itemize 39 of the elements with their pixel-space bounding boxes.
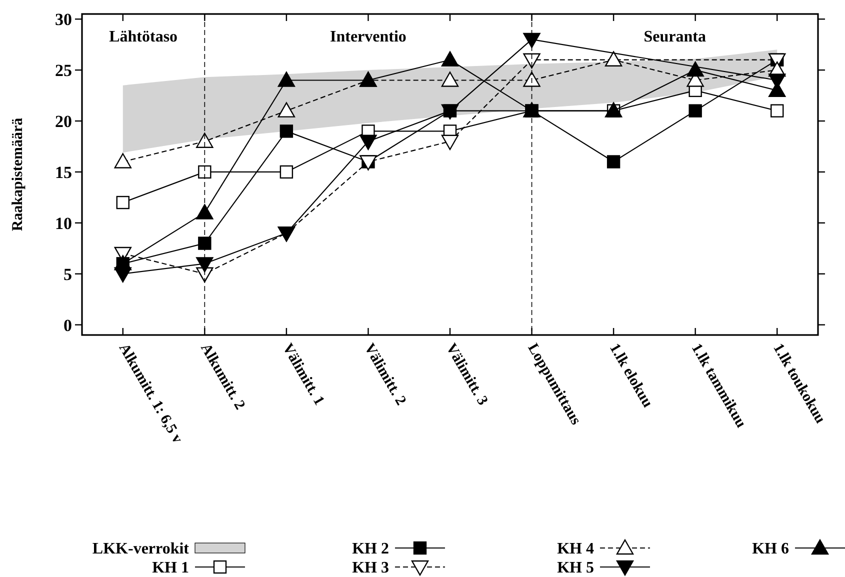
point xyxy=(196,257,214,272)
legend-label: KH 6 xyxy=(752,540,789,558)
annotation: Interventio xyxy=(330,28,406,46)
point xyxy=(278,102,296,118)
point xyxy=(523,72,540,87)
y-axis-title: Raakapistemäärä xyxy=(10,117,26,232)
point xyxy=(196,204,214,220)
y-tick-label: 10 xyxy=(55,214,72,233)
point xyxy=(686,61,704,77)
point xyxy=(198,236,212,250)
point xyxy=(604,51,622,66)
annotation: Lähtötaso xyxy=(109,28,178,46)
point xyxy=(198,165,212,179)
annotation: Seuranta xyxy=(644,28,706,46)
y-tick-label: 5 xyxy=(64,264,72,284)
legend-label: KH 5 xyxy=(557,560,594,577)
point xyxy=(116,196,130,210)
legend-label: KH 1 xyxy=(152,560,189,577)
point xyxy=(196,132,214,148)
y-tick-label: 20 xyxy=(55,112,72,131)
point xyxy=(280,124,294,138)
y-tick-label: 0 xyxy=(64,316,72,335)
point xyxy=(523,53,540,68)
point xyxy=(606,155,620,168)
y-tick-label: 15 xyxy=(55,162,72,182)
point xyxy=(280,165,294,179)
point xyxy=(441,134,459,150)
legend-label: LKK-verrokit xyxy=(92,540,190,558)
y-tick-label: 25 xyxy=(55,61,72,80)
y-tick-label: 30 xyxy=(55,10,72,30)
point xyxy=(441,51,459,66)
point xyxy=(278,72,296,87)
point xyxy=(441,72,459,87)
point xyxy=(360,134,377,150)
point xyxy=(770,104,784,118)
legend-label: KH 4 xyxy=(557,540,594,558)
legend-label: KH 3 xyxy=(352,560,389,577)
point xyxy=(688,104,702,118)
legend-label: KH 2 xyxy=(352,540,389,558)
